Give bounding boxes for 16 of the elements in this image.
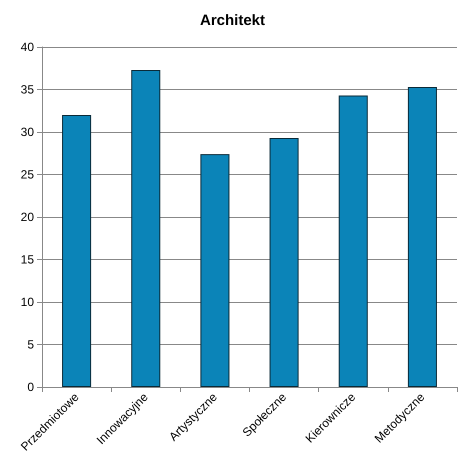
bar [270,138,299,387]
y-tick-label: 10 [20,295,34,309]
chart-title: Architekt [200,12,266,29]
y-tick-label: 25 [20,168,34,182]
bar [408,86,437,387]
y-tick-label: 30 [20,125,34,139]
y-tick-label: 20 [20,210,34,224]
bar [62,115,92,387]
bar [338,95,368,387]
y-tick-label: 0 [27,380,34,394]
bar [131,70,160,387]
y-tick-label: 35 [20,82,34,96]
y-tick-label: 5 [27,338,34,352]
y-tick-label: 15 [20,252,34,266]
bar [200,154,230,387]
y-tick-label: 40 [20,40,34,54]
